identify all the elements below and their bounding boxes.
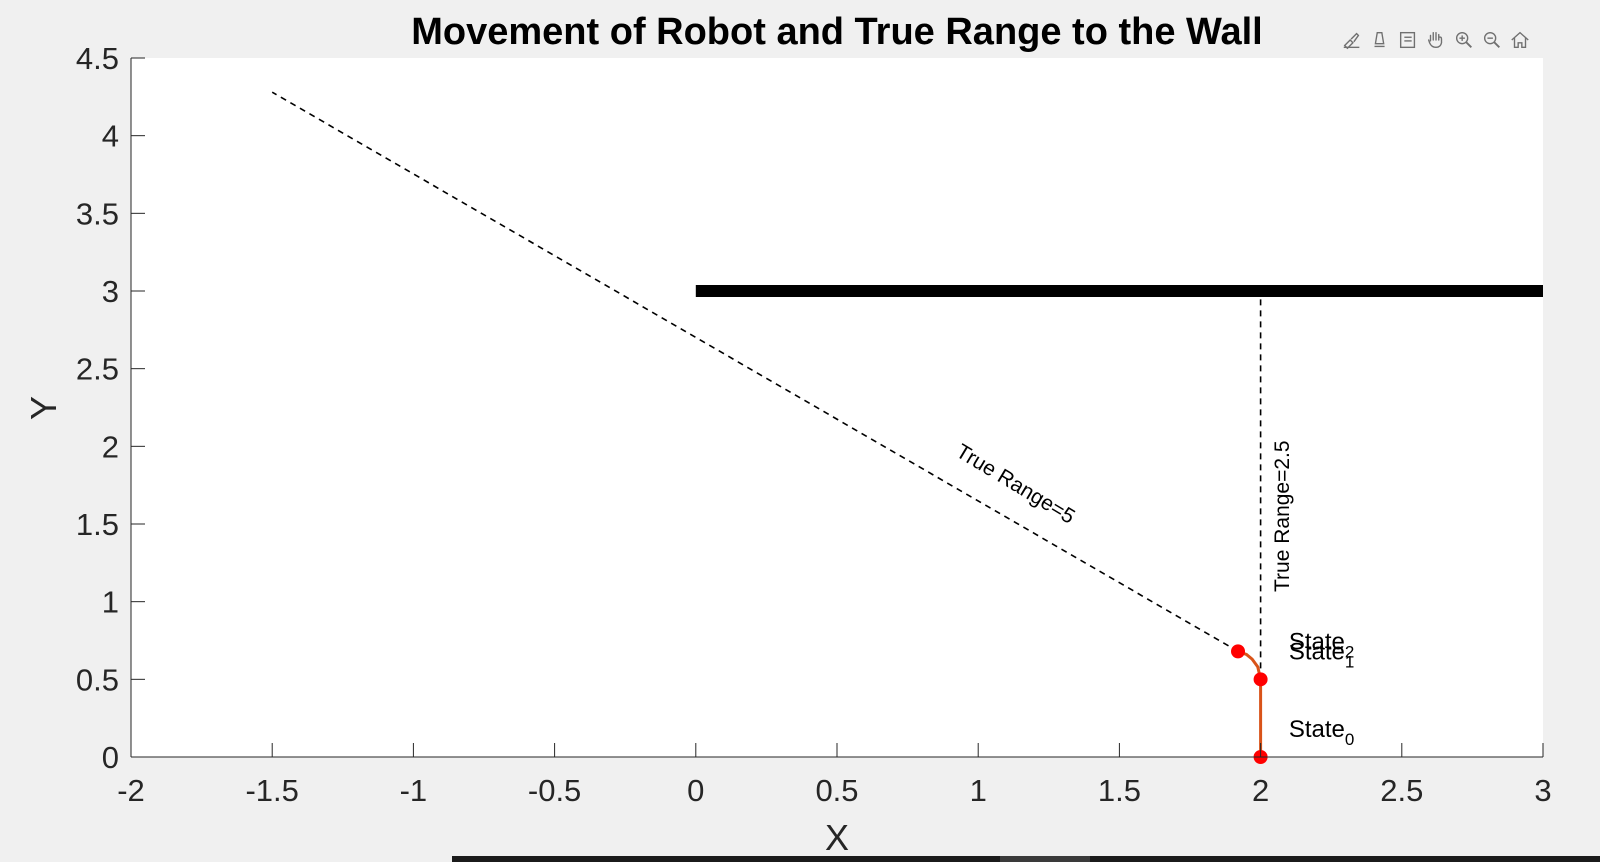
- brush-icon: [1343, 32, 1360, 50]
- datatip-button[interactable]: [1368, 28, 1392, 52]
- state-label-1: State1: [1289, 638, 1355, 671]
- taskbar-highlight: [1000, 856, 1090, 862]
- chart-title: Movement of Robot and True Range to the …: [411, 11, 1263, 53]
- y-tick-label: 0.5: [76, 662, 119, 697]
- y-tick-label: 3.5: [76, 196, 119, 231]
- y-tick-label: 1: [102, 585, 119, 620]
- home-icon: [1511, 31, 1529, 49]
- pan-hand-icon: [1427, 31, 1443, 49]
- state-marker-1: [1253, 672, 1268, 687]
- x-tick-label: 1: [970, 773, 987, 808]
- y-tick-label: 2: [102, 429, 119, 464]
- x-tick-label: 2: [1252, 773, 1269, 808]
- state-label-0: State0: [1289, 716, 1355, 749]
- pan-hand-button[interactable]: [1424, 28, 1448, 52]
- x-tick-label: -1: [400, 773, 428, 808]
- zoom-out-icon: [1483, 31, 1500, 48]
- figure-toolbar: [1340, 28, 1532, 52]
- y-tick-label: 4: [102, 119, 119, 154]
- y-axis-label: Y: [23, 396, 64, 420]
- y-tick-label: 0: [102, 740, 119, 775]
- x-tick-label: 2.5: [1380, 773, 1423, 808]
- datatip-icon: [1374, 31, 1385, 48]
- state-marker-2: [1231, 644, 1246, 659]
- home-button[interactable]: [1508, 28, 1532, 52]
- brush-button[interactable]: [1340, 28, 1364, 52]
- y-tick-label: 3: [102, 274, 119, 309]
- plot-area: [131, 58, 1543, 757]
- x-tick-label: -1.5: [245, 773, 298, 808]
- state-label-2: State2: [1289, 628, 1355, 661]
- x-tick-label: 0: [687, 773, 704, 808]
- zoom-in-button[interactable]: [1452, 28, 1476, 52]
- y-tick-label: 4.5: [76, 41, 119, 76]
- x-tick-label: -2: [117, 773, 145, 808]
- legend-button[interactable]: [1396, 28, 1420, 52]
- zoom-in-icon: [1455, 31, 1472, 48]
- robot-path: [1237, 649, 1263, 757]
- x-axis-label: X: [825, 817, 849, 858]
- true-range-label-0: True Range=2.5: [1271, 440, 1294, 592]
- legend-icon: [1399, 31, 1416, 49]
- x-tick-label: 0.5: [815, 773, 858, 808]
- zoom-out-button[interactable]: [1480, 28, 1504, 52]
- y-tick-label: 1.5: [76, 507, 119, 542]
- x-tick-label: 3: [1534, 773, 1551, 808]
- x-tick-label: -0.5: [528, 773, 581, 808]
- x-tick-label: 1.5: [1098, 773, 1141, 808]
- y-tick-label: 2.5: [76, 352, 119, 387]
